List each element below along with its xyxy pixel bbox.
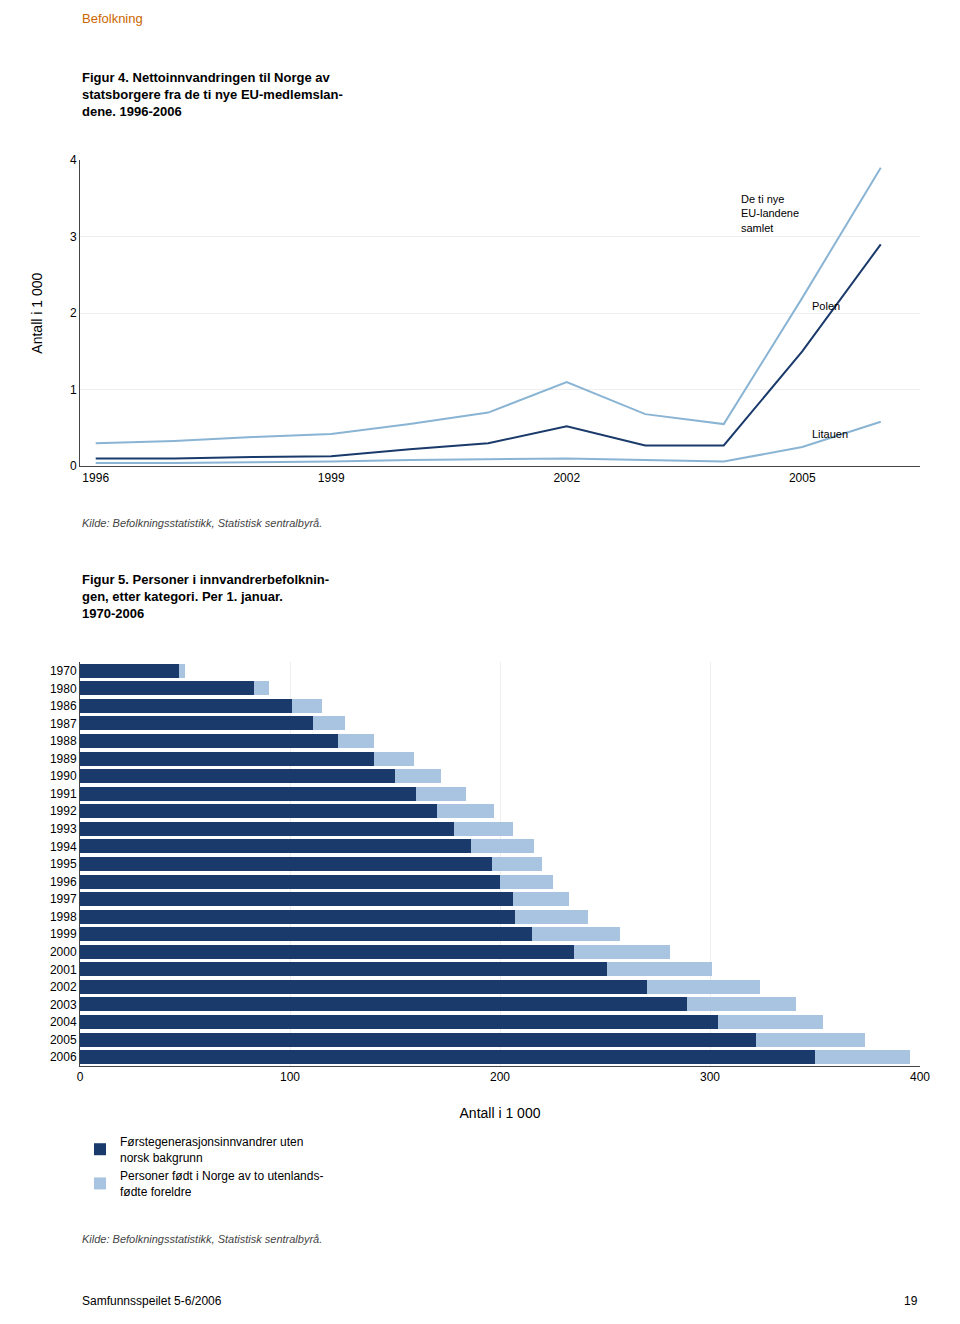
svg-text:100: 100 [280, 1070, 300, 1084]
svg-text:0: 0 [77, 1070, 84, 1084]
svg-text:1970: 1970 [50, 664, 77, 678]
svg-text:2006: 2006 [50, 1050, 77, 1064]
svg-text:Figur 4. Nettoinnvandringen ti: Figur 4. Nettoinnvandringen til Norge av… [82, 70, 343, 119]
svg-text:Figur 5. Personer i innvandrer: Figur 5. Personer i innvandrerbefolknin-… [82, 572, 329, 621]
svg-text:Kilde: Befolkningsstatistikk,: Kilde: Befolkningsstatistikk, Statistisk… [82, 1233, 322, 1245]
svg-text:1999: 1999 [318, 471, 345, 485]
svg-text:Befolkning: Befolkning [82, 11, 143, 26]
svg-text:Samfunnsspeilet 5-6/2006: Samfunnsspeilet 5-6/2006 [82, 1294, 222, 1308]
svg-text:1999: 1999 [50, 927, 77, 941]
svg-text:1986: 1986 [50, 699, 77, 713]
svg-text:1990: 1990 [50, 769, 77, 783]
svg-text:4: 4 [70, 153, 77, 167]
svg-text:Førstegenerasjonsinnvandrer ut: Førstegenerasjonsinnvandrer utennorsk ba… [120, 1135, 303, 1165]
svg-text:2005: 2005 [50, 1033, 77, 1047]
svg-text:19: 19 [904, 1294, 918, 1308]
svg-text:Antall i 1 000: Antall i 1 000 [29, 272, 45, 353]
svg-text:400: 400 [910, 1070, 930, 1084]
svg-text:1994: 1994 [50, 840, 77, 854]
svg-text:1995: 1995 [50, 857, 77, 871]
svg-text:Personer født i Norge av to ut: Personer født i Norge av to utenlands-fø… [120, 1169, 323, 1199]
svg-text:1989: 1989 [50, 752, 77, 766]
svg-text:1992: 1992 [50, 804, 77, 818]
svg-text:1996: 1996 [82, 471, 109, 485]
svg-text:2005: 2005 [789, 471, 816, 485]
svg-text:3: 3 [70, 230, 77, 244]
svg-text:Antall i 1 000: Antall i 1 000 [460, 1105, 541, 1121]
svg-text:2: 2 [70, 306, 77, 320]
svg-text:300: 300 [700, 1070, 720, 1084]
svg-text:2003: 2003 [50, 998, 77, 1012]
svg-text:2000: 2000 [50, 945, 77, 959]
svg-text:1991: 1991 [50, 787, 77, 801]
svg-text:De ti nyeEU-landenesamlet: De ti nyeEU-landenesamlet [741, 193, 799, 234]
svg-text:2002: 2002 [553, 471, 580, 485]
svg-text:1: 1 [70, 383, 77, 397]
svg-text:1996: 1996 [50, 875, 77, 889]
svg-text:Polen: Polen [812, 300, 840, 312]
svg-text:1988: 1988 [50, 734, 77, 748]
svg-text:2001: 2001 [50, 963, 77, 977]
svg-text:1998: 1998 [50, 910, 77, 924]
svg-text:0: 0 [70, 459, 77, 473]
svg-text:200: 200 [490, 1070, 510, 1084]
svg-text:Litauen: Litauen [812, 428, 848, 440]
svg-text:1993: 1993 [50, 822, 77, 836]
svg-text:Kilde: Befolkningsstatistikk,: Kilde: Befolkningsstatistikk, Statistisk… [82, 517, 322, 529]
svg-text:1997: 1997 [50, 892, 77, 906]
svg-text:1980: 1980 [50, 682, 77, 696]
svg-text:1987: 1987 [50, 717, 77, 731]
svg-text:2002: 2002 [50, 980, 77, 994]
svg-text:2004: 2004 [50, 1015, 77, 1029]
